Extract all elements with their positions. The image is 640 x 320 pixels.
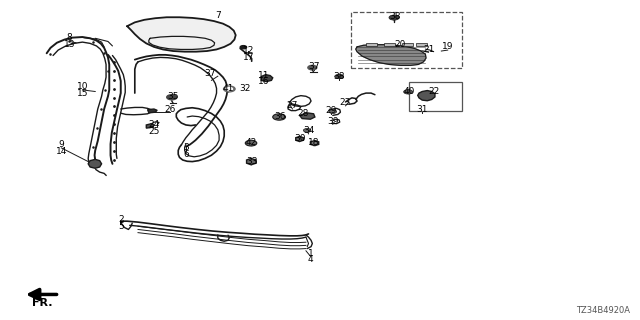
- Text: 21: 21: [423, 44, 435, 54]
- Text: 10: 10: [77, 82, 88, 91]
- Text: 29: 29: [326, 106, 337, 115]
- Text: 2: 2: [118, 215, 124, 224]
- Circle shape: [273, 114, 285, 120]
- Text: 31: 31: [417, 106, 428, 115]
- Text: 18: 18: [308, 138, 319, 147]
- Polygon shape: [127, 17, 236, 52]
- Text: 5: 5: [118, 222, 124, 231]
- Text: 35: 35: [168, 92, 179, 101]
- Circle shape: [226, 87, 232, 91]
- Text: 40: 40: [404, 87, 415, 96]
- Text: 8: 8: [67, 34, 72, 43]
- Text: 9: 9: [58, 140, 64, 149]
- Text: 28: 28: [297, 109, 308, 118]
- Text: 36: 36: [275, 112, 286, 121]
- Text: 3: 3: [183, 143, 189, 152]
- Text: 24: 24: [148, 120, 159, 130]
- Text: TZ34B4920A: TZ34B4920A: [576, 306, 630, 315]
- Bar: [402, 44, 413, 46]
- Text: 13: 13: [64, 40, 76, 49]
- Polygon shape: [246, 158, 256, 165]
- Text: 23: 23: [340, 98, 351, 107]
- Text: 42: 42: [246, 138, 257, 147]
- Text: 27: 27: [287, 101, 298, 110]
- Text: 7: 7: [215, 11, 221, 20]
- Circle shape: [389, 15, 399, 20]
- Text: 39: 39: [327, 116, 339, 126]
- Text: FR.: FR.: [32, 298, 52, 308]
- Text: 1: 1: [308, 249, 314, 258]
- Text: 38: 38: [333, 72, 345, 81]
- Circle shape: [245, 140, 257, 146]
- Bar: [410, 82, 462, 111]
- Text: 32: 32: [239, 84, 250, 93]
- Text: 14: 14: [56, 147, 67, 156]
- Circle shape: [404, 90, 413, 94]
- Circle shape: [240, 46, 246, 49]
- Polygon shape: [300, 113, 315, 119]
- Text: 16: 16: [258, 77, 269, 86]
- Polygon shape: [148, 109, 157, 113]
- Text: 22: 22: [428, 87, 439, 96]
- Text: 30: 30: [294, 134, 305, 143]
- Bar: [351, 12, 463, 68]
- Bar: [384, 44, 396, 46]
- Text: 11: 11: [258, 71, 269, 80]
- Bar: [416, 44, 428, 46]
- Circle shape: [335, 74, 344, 79]
- Text: 19: 19: [442, 42, 454, 52]
- Circle shape: [303, 128, 311, 132]
- Text: 17: 17: [243, 52, 254, 61]
- Circle shape: [329, 110, 337, 114]
- Polygon shape: [147, 124, 154, 128]
- Bar: [366, 44, 378, 46]
- Text: 26: 26: [164, 105, 175, 114]
- Polygon shape: [356, 45, 426, 65]
- Text: 41: 41: [223, 84, 234, 93]
- Text: 4: 4: [308, 255, 313, 264]
- Polygon shape: [88, 159, 102, 168]
- Text: 37: 37: [308, 62, 319, 71]
- Polygon shape: [418, 91, 435, 101]
- Text: 33: 33: [246, 157, 257, 166]
- Text: 6: 6: [183, 150, 189, 159]
- Polygon shape: [310, 140, 319, 146]
- Circle shape: [308, 65, 317, 70]
- Polygon shape: [296, 136, 303, 141]
- Text: 34: 34: [303, 126, 314, 135]
- Text: 15: 15: [77, 89, 88, 98]
- Text: 12: 12: [243, 46, 254, 55]
- Text: 37: 37: [204, 68, 216, 77]
- Polygon shape: [261, 75, 273, 82]
- Circle shape: [223, 86, 235, 92]
- Text: 20: 20: [394, 40, 406, 49]
- Text: 38: 38: [389, 12, 401, 21]
- Circle shape: [167, 95, 177, 100]
- Text: 25: 25: [148, 127, 159, 136]
